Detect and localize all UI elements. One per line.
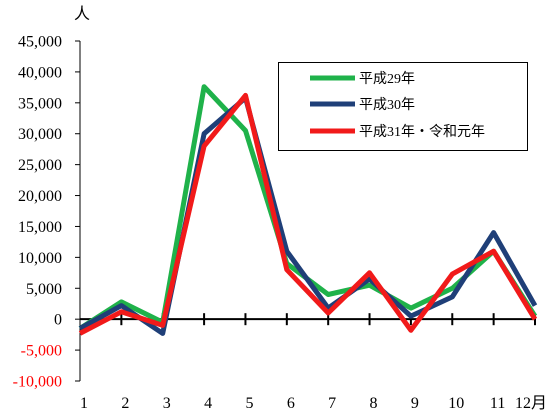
x-tick-label: 4: [204, 395, 212, 412]
x-tick-label: 5: [245, 395, 253, 412]
series-line-3: [78, 92, 538, 336]
y-tick-label: 10,000: [18, 250, 62, 267]
y-tick-label: 0: [54, 312, 62, 329]
y-tick-label: 25,000: [18, 157, 62, 174]
y-tick-label: -10,000: [13, 374, 62, 391]
x-tick-label: 10: [448, 395, 464, 412]
y-axis: 45,000 40,000 35,000 30,000 25,000 20,000 15,0…: [13, 34, 81, 391]
y-tick-label: 40,000: [18, 64, 62, 81]
series-lines: [78, 84, 538, 336]
y-tick-label: 30,000: [18, 126, 62, 143]
y-tick-label: 45,000: [18, 34, 62, 51]
legend-item: 平成29年: [310, 71, 415, 87]
legend-item: 平成30年: [310, 97, 415, 113]
x-tick-label: 8: [370, 395, 378, 412]
y-unit-label: 人: [74, 4, 90, 23]
legend-item: 平成31年・令和元年: [310, 124, 485, 140]
x-tick-label: 11: [490, 395, 505, 412]
x-tick-label: 2: [121, 395, 129, 412]
x-tick-label: 6: [287, 395, 295, 412]
x-tick-label: 9: [411, 395, 419, 412]
legend-label: 平成30年: [359, 97, 415, 113]
y-tick-label: 15,000: [18, 219, 62, 236]
x-tick-label: 7: [328, 395, 336, 412]
legend-label: 平成31年・令和元年: [359, 124, 485, 140]
series-line-2: [78, 95, 538, 336]
x-tick-label: 12月: [515, 395, 547, 412]
y-tick-label: 20,000: [18, 188, 62, 205]
x-axis: 1 2 3 4 5 6 7 8 9 10 11 12月: [80, 313, 547, 412]
y-tick-label: 35,000: [18, 95, 62, 112]
x-tick-label: 3: [163, 395, 171, 412]
y-tick-label: 5,000: [26, 281, 62, 298]
x-tick-label: 1: [80, 395, 88, 412]
y-tick-label: -5,000: [21, 343, 62, 360]
legend-label: 平成29年: [359, 71, 415, 87]
